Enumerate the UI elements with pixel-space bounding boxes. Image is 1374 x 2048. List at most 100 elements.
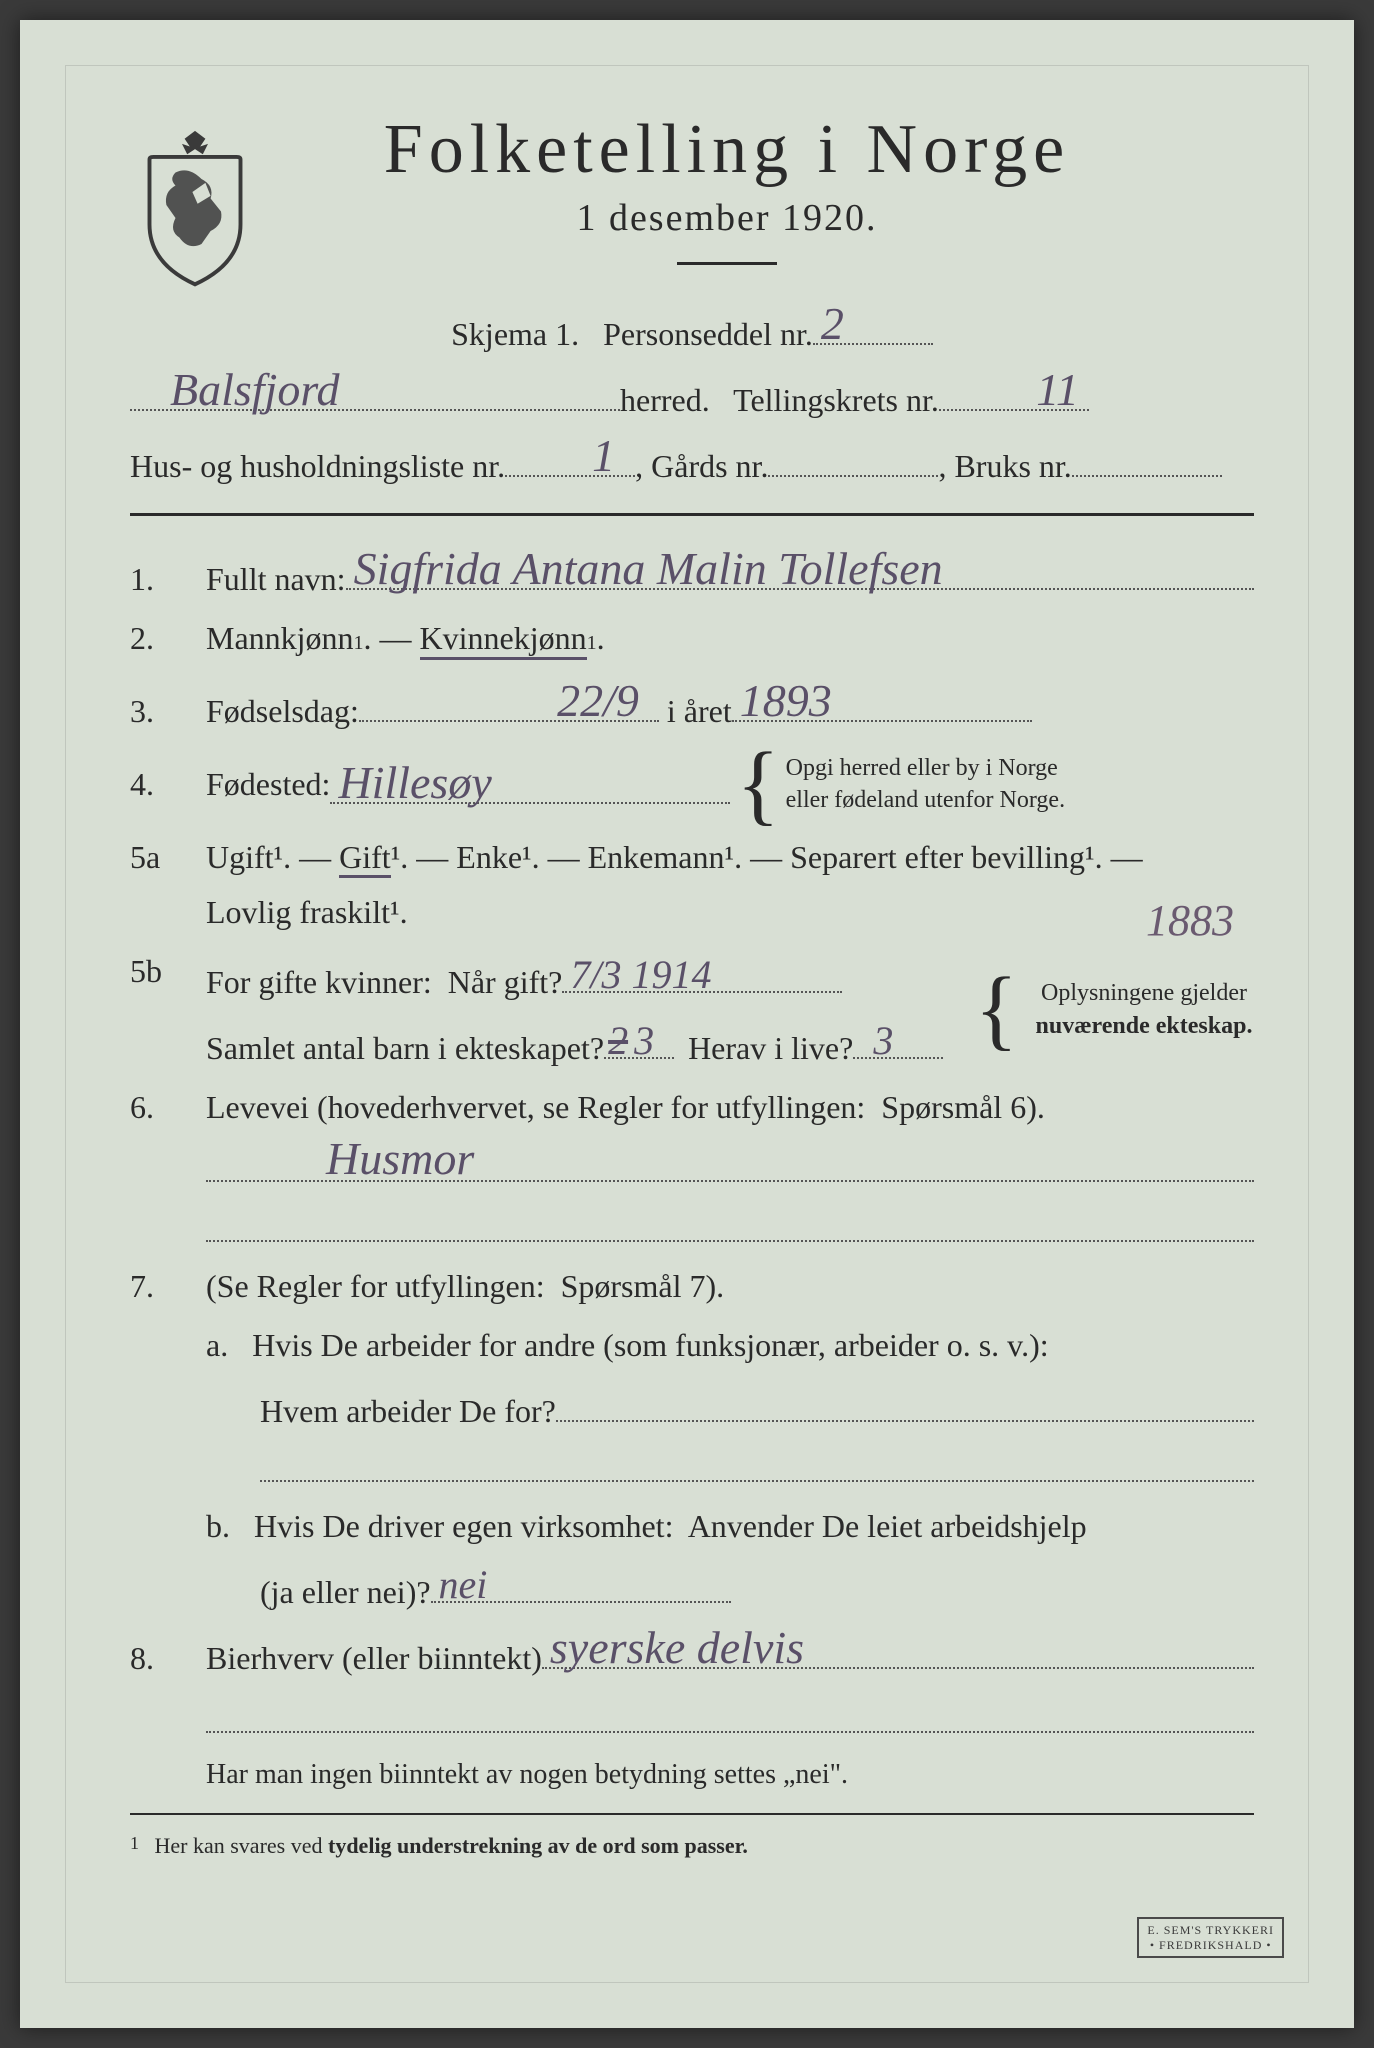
q6-num: 6. xyxy=(130,1089,196,1126)
main-title: Folketelling i Norge xyxy=(300,110,1154,190)
q5b-row: 5b For gifte kvinner: Når gift? 7/3 1914… xyxy=(130,953,1254,1067)
stamp-line2: • FREDRIKSHALD • xyxy=(1147,1938,1274,1952)
personseddel-nr-value: 2 xyxy=(821,301,844,347)
herred-label: herred. Tellingskrets nr. xyxy=(620,382,939,419)
q1-label: Fullt navn: xyxy=(206,561,346,598)
q3-row: 3. Fødselsdag: 22/9 i året 1893 xyxy=(130,682,1254,730)
q8-row: 8. Bierhverv (eller biinntekt) syerske d… xyxy=(130,1629,1254,1677)
q7b-sub: (ja eller nei)? xyxy=(260,1574,431,1611)
subtitle: 1 desember 1920. xyxy=(300,196,1154,240)
skjema-label: Skjema 1. Personseddel nr. xyxy=(451,316,813,353)
title-divider xyxy=(677,262,777,265)
q2-mann: Mannkjønn xyxy=(206,620,354,657)
q8-field: syerske delvis xyxy=(542,1629,1254,1669)
herred-field: Balsfjord xyxy=(130,371,620,411)
q7b-row: b. Hvis De driver egen virksomhet: Anven… xyxy=(206,1508,1254,1545)
q2-sup1: 1 xyxy=(354,632,364,655)
herred-value: Balsfjord xyxy=(170,367,340,413)
q7b-label: b. Hvis De driver egen virksomhet: Anven… xyxy=(206,1508,1087,1545)
title-block: Folketelling i Norge 1 desember 1920. xyxy=(300,110,1254,295)
q4-sidenote: Opgi herred eller by i Norge eller fødel… xyxy=(786,752,1106,817)
hus-line: Hus- og husholdningsliste nr. 1 , Gårds … xyxy=(130,437,1254,485)
q5a-row: 5a Ugift¹. — Gift¹. — Enke¹. — Enkemann¹… xyxy=(130,839,1254,931)
gards-label: , Gårds nr. xyxy=(635,448,768,485)
q4-row: 4. Fødested: Hillesøy { Opgi herred elle… xyxy=(130,752,1254,817)
q5a-post: ¹. — Enke¹. — Enkemann¹. — Separert efte… xyxy=(391,839,1143,875)
q5b-total-strike: 2 xyxy=(608,1021,628,1061)
q7-row: 7. (Se Regler for utfyllingen: Spørsmål … xyxy=(130,1268,1254,1305)
q5a-gift: Gift xyxy=(339,839,391,878)
q3-year-field: 1893 xyxy=(732,682,1032,722)
q4-num: 4. xyxy=(130,766,196,803)
q5b-alive-field: 3 xyxy=(853,1019,943,1059)
q2-dot: . xyxy=(597,620,605,657)
tellingskrets-field: 11 xyxy=(939,371,1089,411)
q5b-num: 5b xyxy=(130,953,196,990)
q1-num: 1. xyxy=(130,561,196,598)
q5b-when-value: 7/3 1914 xyxy=(570,955,711,995)
q8-label: Bierhverv (eller biinntekt) xyxy=(206,1640,542,1677)
q3-day-value: 22/9 xyxy=(557,678,639,724)
bruks-nr-field xyxy=(1072,437,1222,477)
printer-stamp: E. SEM'S TRYKKERI • FREDRIKSHALD • xyxy=(1137,1917,1284,1958)
q4-field: Hillesøy xyxy=(330,764,730,804)
q1-row: 1. Fullt navn: Sigfrida Antana Malin Tol… xyxy=(130,550,1254,598)
q7b-field: nei xyxy=(431,1563,731,1603)
q7a-field xyxy=(556,1382,1254,1422)
footnote-divider xyxy=(130,1813,1254,1815)
census-form-page: Folketelling i Norge 1 desember 1920. Sk… xyxy=(20,20,1354,2028)
q8-field-2 xyxy=(206,1699,1254,1733)
q2-kvinne: Kvinnekjønn xyxy=(420,620,587,660)
q6-row: 6. Levevei (hovederhvervet, se Regler fo… xyxy=(130,1089,1254,1126)
q6-field: Husmor xyxy=(206,1148,1254,1182)
personseddel-nr-field: 2 xyxy=(813,305,933,345)
q7a-label: a. Hvis De arbeider for andre (som funks… xyxy=(206,1327,1049,1364)
q4-label: Fødested: xyxy=(206,766,330,803)
q4-brace-icon: { xyxy=(730,762,785,807)
footnote: 1 Her kan svares ved tydelig understrekn… xyxy=(130,1833,1254,1859)
q5b-when-field: 7/3 1914 xyxy=(562,953,842,993)
q7a-sub-row: Hvem arbeider De for? xyxy=(260,1382,1254,1430)
q7a-field-2 xyxy=(260,1448,1254,1482)
q3-day-field: 22/9 xyxy=(359,682,659,722)
q1-value: Sigfrida Antana Malin Tollefsen xyxy=(354,546,943,592)
q7-num: 7. xyxy=(130,1268,196,1305)
q4-value: Hillesøy xyxy=(338,760,491,806)
q5b-total-value: 3 xyxy=(634,1021,654,1061)
hus-nr-field: 1 xyxy=(505,437,635,477)
q5b-label-a: For gifte kvinner: Når gift? xyxy=(206,964,562,1001)
q3-num: 3. xyxy=(130,693,196,730)
q2-sup2: 1 xyxy=(587,632,597,655)
q5b-label-b: Samlet antal barn i ekteskapet? xyxy=(206,1030,604,1067)
q6-label: Levevei (hovederhvervet, se Regler for u… xyxy=(206,1089,1045,1126)
q5b-label-c: Herav i live? xyxy=(688,1030,853,1067)
hus-nr-value: 1 xyxy=(592,433,615,479)
section-divider-1 xyxy=(130,513,1254,516)
header: Folketelling i Norge 1 desember 1920. xyxy=(130,110,1254,295)
q5a-margin-year: 1883 xyxy=(1146,895,1234,946)
coat-of-arms-icon xyxy=(130,120,260,290)
footnote-mark: 1 xyxy=(130,1833,139,1853)
bruks-label: , Bruks nr. xyxy=(938,448,1071,485)
q5a-num: 5a xyxy=(130,839,196,876)
q6-value: Husmor xyxy=(326,1136,474,1182)
q5a-line2: Lovlig fraskilt¹. xyxy=(206,894,408,930)
q2-row: 2. Mannkjønn1 . — Kvinnekjønn1 . xyxy=(130,620,1254,660)
q5b-total-field: 2 3 xyxy=(604,1019,674,1059)
q7a-row: a. Hvis De arbeider for andre (som funks… xyxy=(206,1327,1254,1364)
footer-note: Har man ingen biinntekt av nogen betydni… xyxy=(206,1759,1254,1791)
q7b-value: nei xyxy=(439,1565,488,1605)
q7a-sub: Hvem arbeider De for? xyxy=(260,1393,556,1430)
hus-label: Hus- og husholdningsliste nr. xyxy=(130,448,505,485)
q2-dash: . — xyxy=(364,620,420,657)
q3-label: Fødselsdag: xyxy=(206,693,359,730)
q6-field-2 xyxy=(206,1208,1254,1242)
stamp-line1: E. SEM'S TRYKKERI xyxy=(1147,1923,1274,1937)
gards-nr-field xyxy=(768,437,938,477)
q2-num: 2. xyxy=(130,620,196,657)
q5a-pre: Ugift¹. — xyxy=(206,839,339,875)
q5b-alive-value: 3 xyxy=(873,1021,893,1061)
q8-value: syerske delvis xyxy=(550,1625,804,1671)
tellingskrets-value: 11 xyxy=(1036,367,1079,413)
q8-num: 8. xyxy=(130,1640,196,1677)
